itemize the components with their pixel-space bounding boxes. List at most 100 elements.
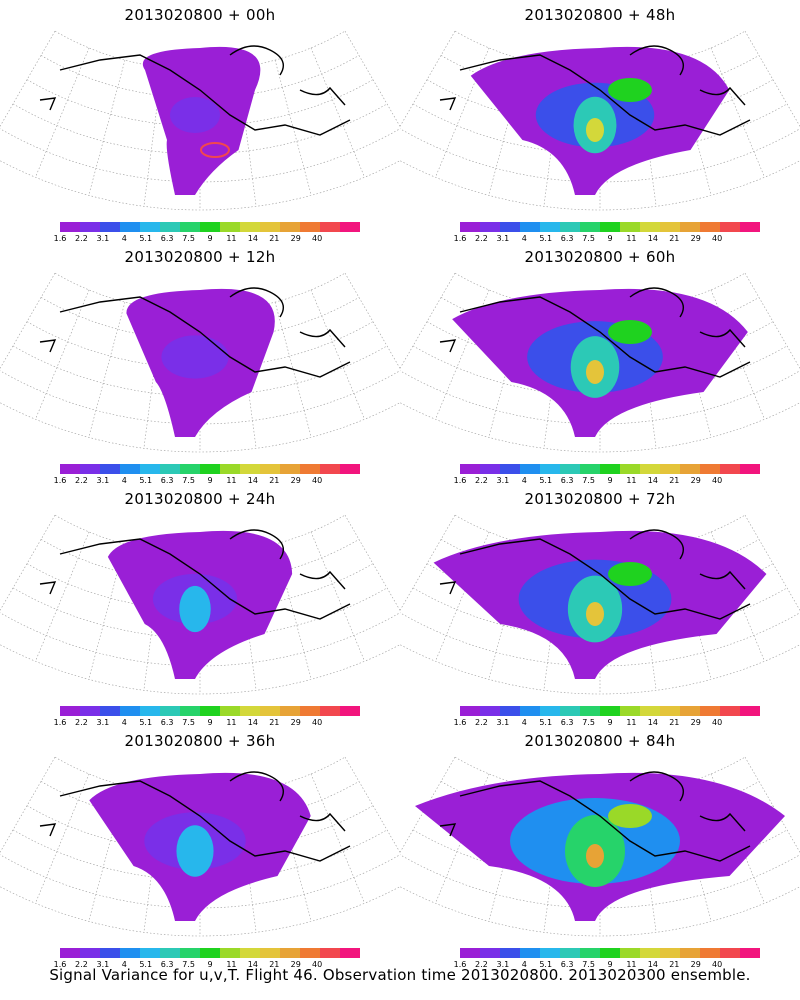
colorbar-label: 7.5 [582,234,595,243]
colorbar-swatch [340,948,360,958]
colorbar-swatch [80,222,100,232]
panel-48h: 2013020800 + 48h 1.6 2.2 3.1 4 5.1 6.3 7.5 9 11 1… [400,0,800,243]
colorbar-label: 7.5 [582,718,595,727]
colorbar-label: 2.2 [475,476,488,485]
variance-peak [586,360,604,384]
colorbar-swatch [160,222,180,232]
colorbar-label: 3.1 [496,718,510,727]
colorbar-label: 4 [121,476,127,485]
colorbar-swatch [180,222,200,232]
colorbar-swatch [140,948,160,958]
colorbar-label: 40 [312,960,323,969]
colorbar-label: 40 [712,718,723,727]
colorbar-label: 6.3 [560,718,574,727]
colorbar-swatch [120,706,140,716]
colorbar [60,948,360,958]
colorbar-label: 14 [247,718,258,727]
colorbar-label: 14 [247,960,258,969]
panel-title: 2013020800 + 24h [124,490,276,508]
variance-map [0,514,400,695]
panel-title: 2013020800 + 72h [524,490,676,508]
colorbar-label: 14 [647,476,658,485]
colorbar-swatch [460,464,480,474]
colorbar-label: 3.1 [96,476,110,485]
variance-map [400,514,800,695]
colorbar-label: 6.3 [160,234,174,243]
variance-map [0,756,400,937]
variance-secondary [608,804,652,828]
colorbar-label: 1.6 [453,960,467,969]
coastline [439,771,751,862]
colorbar-label: 40 [312,234,323,243]
colorbar-label: 21 [269,718,280,727]
variance-max [176,825,214,877]
colorbar-label: 29 [690,960,701,969]
colorbar-labels: 1.6 2.2 3.1 4 5.1 6.3 7.5 9 11 14 21 29 40 [454,234,760,244]
colorbar-label: 40 [712,476,723,485]
colorbar-swatch [60,948,80,958]
panel-72h: 2013020800 + 72h 1.6 2.2 3.1 4 5.1 6.3 7.5 9 11 1… [400,484,800,727]
colorbar-label: 2.2 [475,960,488,969]
colorbar-swatch [520,222,540,232]
colorbar-label: 3.1 [96,718,110,727]
colorbar-swatch [340,222,360,232]
coastline [39,45,351,136]
colorbar-swatch [580,222,600,232]
colorbar-label: 29 [690,234,701,243]
colorbar-swatch [600,948,620,958]
colorbar-swatch [80,464,100,474]
colorbar-label: 21 [669,960,680,969]
colorbar-swatch [600,464,620,474]
colorbar-label: 9 [207,718,213,727]
colorbar-label: 5.1 [539,960,553,969]
variance-core [161,335,229,379]
variance-secondary [608,78,652,102]
colorbar-label: 11 [626,234,637,243]
colorbar-swatch [720,706,740,716]
colorbar-swatch [300,222,320,232]
colorbar-swatch [180,706,200,716]
colorbar-swatch [720,948,740,958]
colorbar-swatch [640,948,660,958]
colorbar-swatch [200,948,220,958]
variance-peak [586,602,604,626]
colorbar-swatch [660,948,680,958]
colorbar [460,706,760,716]
colorbar-swatch [300,948,320,958]
colorbar [60,464,360,474]
colorbar-label: 3.1 [496,476,510,485]
colorbar-swatch [180,464,200,474]
panel-24h: 2013020800 + 24h 1.6 2.2 3.1 4 5.1 6.3 7.5 9 11 1… [0,484,400,727]
panel-title: 2013020800 + 36h [124,732,276,750]
colorbar-labels: 1.6 2.2 3.1 4 5.1 6.3 7.5 9 11 14 21 29 40 [54,718,360,728]
colorbar-swatch [640,222,660,232]
colorbar-swatch [140,464,160,474]
colorbar-label: 9 [207,476,213,485]
colorbar-labels: 1.6 2.2 3.1 4 5.1 6.3 7.5 9 11 14 21 29 40 [54,960,360,970]
colorbar-swatch [160,948,180,958]
colorbar-swatch [180,948,200,958]
colorbar-labels: 1.6 2.2 3.1 4 5.1 6.3 7.5 9 11 14 21 29 40 [454,718,760,728]
colorbar-label: 11 [226,234,237,243]
colorbar-swatch [140,222,160,232]
colorbar-swatch [740,948,760,958]
colorbar-swatch [620,706,640,716]
variance-secondary [608,320,652,344]
colorbar-label: 11 [626,476,637,485]
colorbar-swatch [580,948,600,958]
colorbar-swatch [280,464,300,474]
colorbar-label: 3.1 [96,234,110,243]
colorbar-swatch [540,222,560,232]
figure-caption: Signal Variance for u,v,T. Flight 46. Ob… [49,966,751,984]
colorbar-swatch [460,948,480,958]
colorbar-swatch [740,464,760,474]
colorbar-label: 3.1 [496,960,510,969]
colorbar-label: 9 [607,234,613,243]
colorbar-label: 11 [626,718,637,727]
colorbar-swatch [320,222,340,232]
colorbar-label: 29 [290,234,301,243]
variance-field [470,46,730,196]
variance-field [126,288,275,437]
colorbar-label: 21 [669,234,680,243]
colorbar-label: 9 [607,718,613,727]
